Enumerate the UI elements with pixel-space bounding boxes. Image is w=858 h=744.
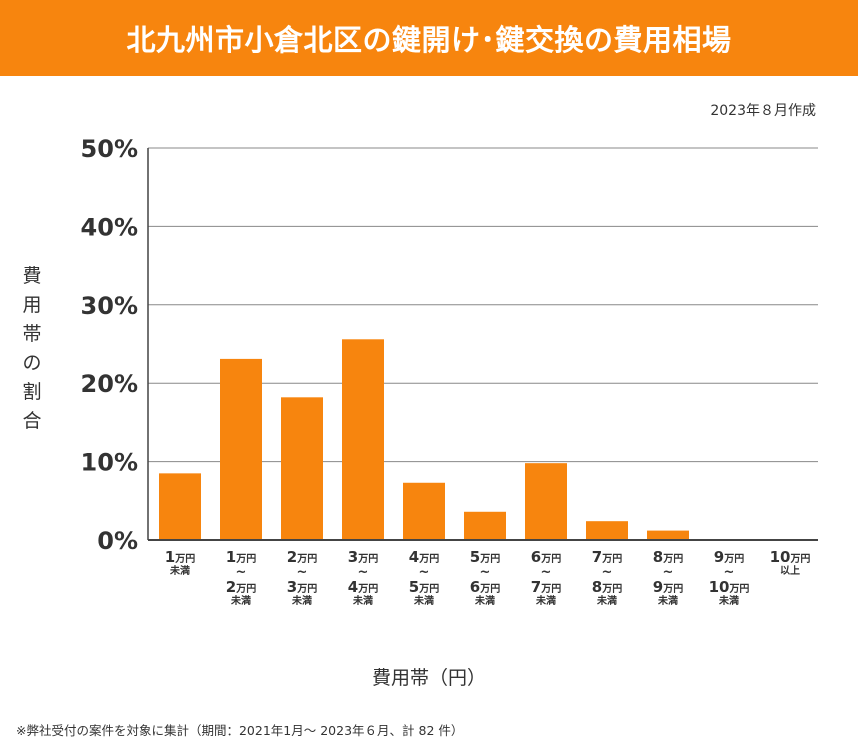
bar bbox=[464, 511, 506, 540]
gridlines bbox=[147, 147, 818, 540]
x-tick-label-line: 未満 bbox=[657, 594, 678, 607]
y-axis-label-char: 割 bbox=[22, 381, 42, 403]
x-tick-label-line: 未満 bbox=[596, 594, 617, 607]
x-tick-label-line: 未満 bbox=[413, 594, 434, 607]
x-tick-label-line: ~ bbox=[541, 565, 552, 580]
bar bbox=[647, 530, 689, 540]
y-axis-label-char: の bbox=[22, 352, 42, 374]
x-tick-label-line: ~ bbox=[236, 565, 247, 580]
x-tick-label-line: ~ bbox=[358, 565, 369, 580]
bar bbox=[525, 463, 567, 540]
y-tick-label: 40% bbox=[81, 213, 138, 241]
x-tick-label-line: ~ bbox=[480, 565, 491, 580]
x-tick-label-line: 6万円 bbox=[531, 548, 561, 566]
x-tick-label-line: 1万円 bbox=[165, 548, 195, 566]
x-tick-label-line: ~ bbox=[663, 565, 674, 580]
x-tick-label-line: 2万円 bbox=[287, 548, 317, 566]
y-tick-label: 0% bbox=[97, 527, 138, 555]
x-axis-label: 費用帯（円） bbox=[371, 667, 486, 689]
y-axis-label-char: 帯 bbox=[22, 323, 42, 345]
x-tick-label-line: ~ bbox=[297, 565, 308, 580]
x-tick-label-line: 7万円 bbox=[531, 578, 561, 596]
x-tick-label-line: 1万円 bbox=[226, 548, 256, 566]
x-tick-label-line: 5万円 bbox=[409, 578, 439, 596]
x-tick-label-line: 未満 bbox=[291, 594, 312, 607]
x-tick-label-line: 7万円 bbox=[592, 548, 622, 566]
x-tick-label-line: 4万円 bbox=[348, 578, 378, 596]
footnote: ※弊社受付の案件を対象に集計（期間：2021年1月～ 2023年６月、計 82 … bbox=[16, 723, 464, 738]
x-tick-label-line: 6万円 bbox=[470, 578, 500, 596]
x-tick-label-line: 未満 bbox=[718, 594, 739, 607]
x-tick-label-line: 未満 bbox=[230, 594, 251, 607]
x-tick-label-line: 3万円 bbox=[287, 578, 317, 596]
y-tick-labels: 0% 10% 20% 30% 40% 50% bbox=[81, 135, 138, 555]
y-axis-label-char: 用 bbox=[22, 294, 42, 316]
bar bbox=[403, 482, 445, 540]
x-tick-label-line: 10万円 bbox=[709, 578, 750, 596]
x-tick-label-line: 8万円 bbox=[592, 578, 622, 596]
title-banner: 北九州市小倉北区の鍵開け･鍵交換の費用相場 bbox=[0, 0, 858, 76]
x-tick-label-line: 9万円 bbox=[714, 548, 744, 566]
bar bbox=[159, 473, 201, 540]
x-tick-label-line: ~ bbox=[602, 565, 613, 580]
page-title: 北九州市小倉北区の鍵開け･鍵交換の費用相場 bbox=[126, 23, 732, 57]
x-tick-label-line: ~ bbox=[419, 565, 430, 580]
bar bbox=[220, 358, 262, 540]
x-tick-label-line: 未満 bbox=[474, 594, 495, 607]
bars bbox=[159, 339, 689, 540]
x-tick-label-line: 3万円 bbox=[348, 548, 378, 566]
x-tick-labels: 1万円未満1万円~2万円未満2万円~3万円未満3万円~4万円未満4万円~5万円未… bbox=[165, 548, 811, 607]
bar bbox=[281, 397, 323, 540]
x-tick-label-line: 4万円 bbox=[409, 548, 439, 566]
y-axis-label-char: 合 bbox=[22, 410, 42, 432]
x-tick-label-line: 9万円 bbox=[653, 578, 683, 596]
y-tick-label: 50% bbox=[81, 135, 138, 163]
created-date: 2023年８月作成 bbox=[710, 103, 816, 119]
x-tick-label-line: 2万円 bbox=[226, 578, 256, 596]
y-tick-label: 10% bbox=[81, 449, 138, 477]
x-tick-label-line: 未満 bbox=[169, 564, 190, 577]
bar bbox=[342, 339, 384, 540]
y-axis-label: 費用帯の割合 bbox=[18, 262, 46, 436]
x-tick-label-line: 10万円 bbox=[770, 548, 811, 566]
x-tick-label-line: 5万円 bbox=[470, 548, 500, 566]
y-axis-label-char: 費 bbox=[22, 265, 42, 287]
x-tick-label-line: 未満 bbox=[535, 594, 556, 607]
x-tick-label-line: 以上 bbox=[780, 564, 800, 577]
x-tick-label-line: 8万円 bbox=[653, 548, 683, 566]
y-tick-label: 30% bbox=[81, 292, 138, 320]
x-tick-label-line: 未満 bbox=[352, 594, 373, 607]
x-tick-label-line: ~ bbox=[724, 565, 735, 580]
y-tick-label: 20% bbox=[81, 370, 138, 398]
bar bbox=[586, 521, 628, 540]
